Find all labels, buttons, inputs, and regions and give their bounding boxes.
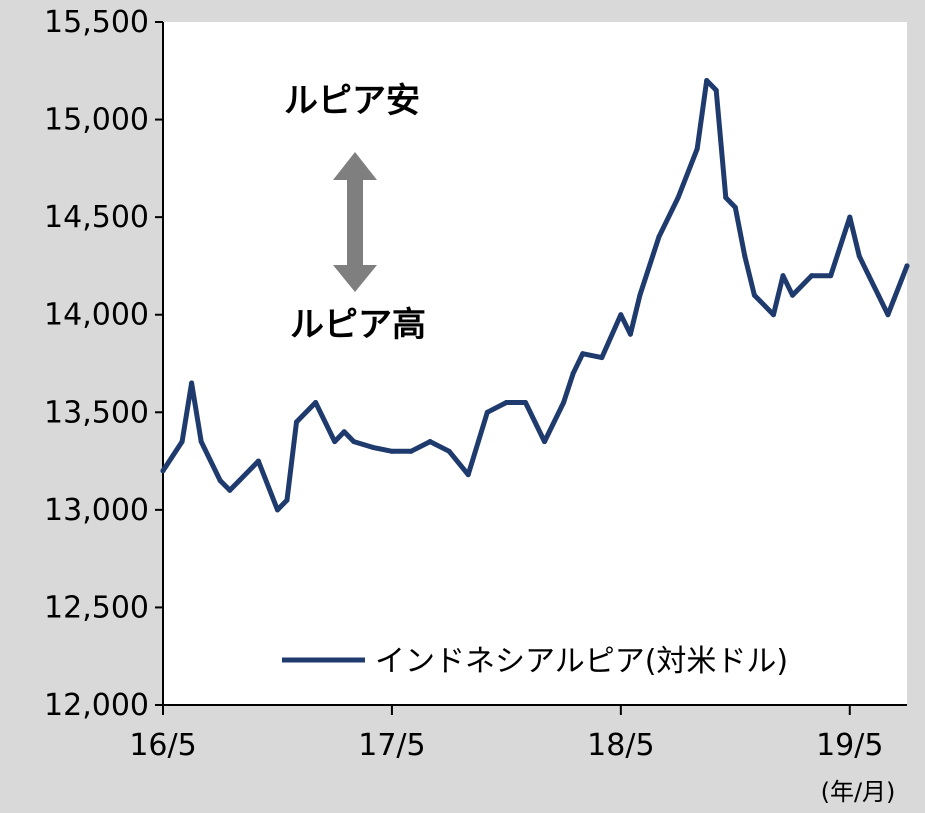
series-point [341,429,347,435]
series-point [828,273,834,279]
x-tick-label: 17/5 [358,728,425,763]
legend-label: インドネシアルピア(対米ドル) [375,644,788,679]
series-point [284,497,290,503]
plot-area [163,22,907,705]
y-tick-label: 14,000 [44,298,149,333]
series-point [790,292,796,298]
series-point [513,400,519,406]
x-tick-label: 16/5 [129,728,196,763]
series-point [236,478,242,484]
series-point [742,253,748,259]
series-point [856,253,862,259]
series-point [675,195,681,201]
series-point [503,400,509,406]
series-point [332,439,338,445]
series-point [656,234,662,240]
series-point [770,312,776,318]
y-tick-label: 13,500 [44,395,149,430]
annotation-upper: ルピア安 [284,81,420,121]
series-point [561,400,567,406]
series-point [723,195,729,201]
series-point [618,312,624,318]
arrow-down-head [333,265,377,292]
series-point [370,444,376,450]
series-point [160,468,166,474]
series-point [847,214,853,220]
series-point [599,355,605,361]
series-point [570,370,576,376]
y-tick-label: 14,500 [44,200,149,235]
arrow-up-head [333,152,377,180]
series-point [580,351,586,357]
series-point [255,458,261,464]
series-point [904,263,910,269]
series-point [542,439,548,445]
series-point [227,487,233,493]
series-points [160,78,910,513]
series-point [713,87,719,93]
x-tick-label: 18/5 [587,728,654,763]
series-point [217,478,223,484]
y-tick-label: 13,000 [44,493,149,528]
series-point [809,273,815,279]
series-point [189,380,195,386]
series-point [522,400,528,406]
series-point [408,448,414,454]
series-point [627,331,633,337]
series-point [484,409,490,415]
y-tick-label: 15,500 [44,5,149,40]
series-point [427,439,433,445]
series-point [694,146,700,152]
series-point [313,400,319,406]
series-point [179,439,185,445]
series-point [875,292,881,298]
series-point [274,507,280,513]
arrow-shaft [347,180,363,265]
x-tick-label: 19/5 [816,728,883,763]
series-point [294,419,300,425]
x-axis-unit: (年/月) [821,778,896,806]
series-point [751,292,757,298]
series-point [198,439,204,445]
x-axis: 16/5 17/5 18/5 19/5 [129,705,883,763]
series-point [704,78,710,84]
y-tick-label: 15,000 [44,103,149,138]
legend: インドネシアルピア(対米ドル) [282,644,788,679]
series-point [780,273,786,279]
series-point [866,273,872,279]
direction-arrow [333,152,377,292]
series-point [465,472,471,478]
series-point [885,312,891,318]
series-point [732,204,738,210]
series-point [446,448,452,454]
annotation-lower: ルピア高 [290,305,426,345]
series-point [637,292,643,298]
y-axis: 12,000 12,500 13,000 13,500 14,000 14,500 15,0… [44,5,163,723]
y-tick-label: 12,500 [44,590,149,625]
y-tick-label: 12,000 [44,688,149,723]
series-point [351,439,357,445]
series-point [389,448,395,454]
